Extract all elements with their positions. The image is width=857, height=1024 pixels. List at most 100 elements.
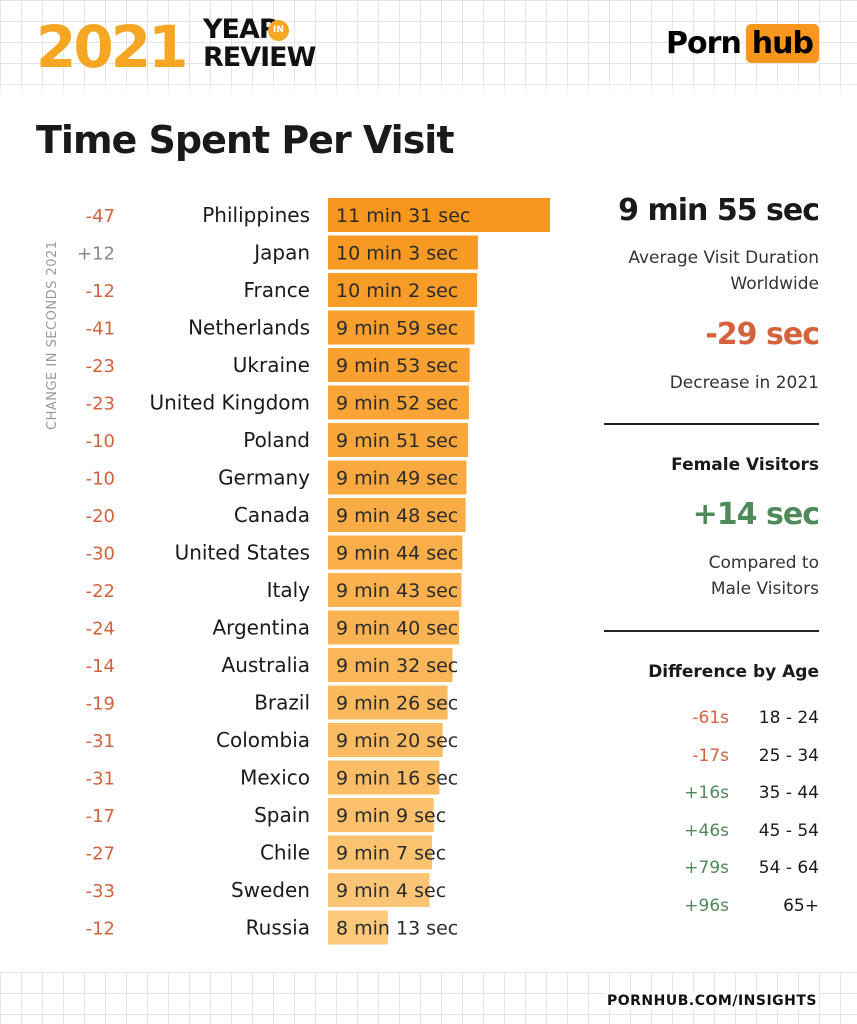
change-label: -23 [86,394,115,415]
age-range-label: 18 - 24 [758,708,819,728]
country-label: Colombia [216,728,310,752]
change-label: -33 [86,881,115,902]
bar-mexico [328,760,440,795]
bar-value-label: 9 min 26 sec [336,693,458,715]
bar-value-label: 9 min 20 sec [336,730,458,752]
country-label: United States [175,541,310,565]
country-label: Argentina [212,616,310,640]
bar-value-label: 9 min 48 sec [336,505,458,527]
bar-brazil [328,685,448,720]
brand-left: Porn [666,26,742,61]
average-duration-label: Average Visit Duration Worldwide [599,245,819,297]
bar-colombia [328,723,443,757]
average-duration-value: 9 min 55 sec [618,193,820,228]
change-label: -14 [86,656,115,677]
review-word: REVIEW [203,42,316,73]
change-label: -12 [86,919,115,940]
age-row: +46s 45 - 54 [599,821,819,845]
country-label: Poland [243,428,310,452]
change-label: -20 [86,506,115,527]
change-label: -47 [86,206,115,227]
year-word: YEAR [203,14,280,45]
country-label: Japan [252,241,310,265]
country-label: Russia [246,916,310,940]
divider [604,423,819,425]
page-title: Time Spent Per Visit [36,118,455,162]
change-label: -10 [86,469,115,490]
country-label: Philippines [202,203,310,227]
year-in-review-logo: YEAR REVIEW [203,14,316,73]
bar-value-label: 9 min 53 sec [336,355,458,377]
bar-chile [328,835,432,870]
bar-united-kingdom [328,385,469,420]
bar-poland [328,423,469,457]
change-label: -19 [86,694,115,715]
age-range-label: 65+ [783,895,819,916]
bar-italy [328,573,462,607]
change-label: -12 [86,281,115,302]
age-row: -61s 18 - 24 [599,708,819,732]
divider [604,630,819,632]
bar-value-label: 9 min 4 sec [336,880,446,902]
age-row: +79s 54 - 64 [599,858,819,882]
change-label: -17 [86,806,115,827]
country-label: Canada [234,503,310,527]
change-label: -31 [86,769,115,790]
bar-spain [328,798,434,832]
country-label: Sweden [231,878,310,902]
age-range-label: 25 - 34 [758,745,819,766]
brand-right: hub [745,24,819,63]
header-grid-fade [0,80,857,96]
female-visitors-label-line-1: Compared to [708,553,819,573]
average-duration-label-line-2: Worldwide [730,274,819,294]
bar-philippines [328,198,550,232]
female-visitors-label: Compared to Male Visitors [599,550,819,602]
bar-france [328,273,478,307]
bar-value-label: 9 min 40 sec [336,618,458,640]
bar-value-label: 9 min 59 sec [336,318,458,340]
bar-united-states [328,535,463,570]
country-label: Chile [260,841,310,865]
bar-value-label: 9 min 49 sec [336,468,458,490]
country-label: Australia [222,653,310,677]
bar-value-label: 9 min 52 sec [336,393,458,415]
bar-value-label: 9 min 7 sec [336,843,446,865]
bar-sweden [328,873,430,907]
country-label: Italy [267,578,311,602]
brand-logo: Porn hub [666,24,819,63]
age-row: +96s 65+ [599,896,819,920]
country-label: Germany [218,466,310,490]
country-label: Spain [254,803,310,827]
age-difference-heading: Difference by Age [648,662,819,682]
change-label: +12 [77,244,115,265]
change-label: -10 [86,431,115,452]
age-row: +16s 35 - 44 [599,783,819,807]
age-row: -17s 25 - 34 [599,746,819,770]
bar-netherlands [328,310,475,345]
bar-canada [328,498,466,532]
age-difference-value: -17s [692,745,729,766]
country-label: Brazil [254,691,310,715]
country-label: United Kingdom [149,391,310,415]
age-difference-value: +79s [684,858,729,878]
bar-value-label: 10 min 3 sec [336,243,458,265]
footer-url: PORNHUB.COM/INSIGHTS [604,993,819,1009]
female-visitors-label-line-2: Male Visitors [710,579,819,599]
change-label: -30 [86,544,115,565]
bar-value-label: 11 min 31 sec [336,205,470,227]
country-bar-chart: 11 min 31 sec Philippines -47 10 min 3 sec J… [77,198,550,945]
bar-australia [328,648,453,682]
bar-japan [328,235,478,270]
country-label: France [243,278,310,302]
change-label: -22 [86,581,115,602]
bar-value-label: 9 min 51 sec [336,430,458,452]
change-label: -23 [86,356,115,377]
decrease-value: -29 sec [705,317,820,352]
in-badge: IN [268,20,289,41]
age-range-label: 35 - 44 [758,783,819,803]
bar-value-label: 9 min 44 sec [336,543,458,565]
age-difference-value: -61s [692,708,729,728]
year-logo: 2021 [36,13,188,81]
average-duration-label-line-1: Average Visit Duration [628,248,819,268]
age-difference-value: +16s [684,783,729,803]
